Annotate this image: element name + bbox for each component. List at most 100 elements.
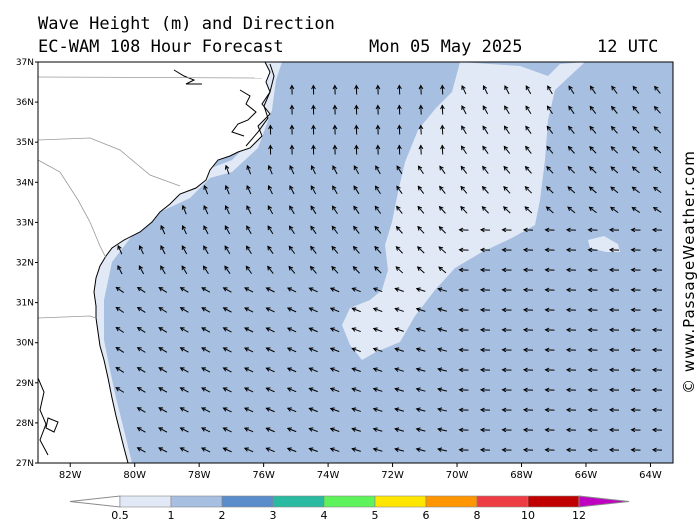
direction-arrowhead (311, 144, 316, 150)
direction-arrowhead (630, 387, 636, 393)
direction-arrowhead (136, 327, 142, 332)
direction-arrowhead (268, 144, 273, 150)
direction-arrow (246, 205, 252, 215)
direction-arrow (568, 106, 575, 114)
direction-arrowhead (372, 407, 378, 412)
direction-arrowhead (651, 227, 657, 233)
direction-arrowhead (332, 185, 337, 191)
direction-arrowhead (437, 427, 443, 433)
direction-arrow (353, 206, 360, 214)
lat-label: 37N (16, 58, 34, 68)
direction-arrowhead (479, 227, 485, 233)
direction-arrowhead (332, 124, 338, 130)
direction-arrow (309, 347, 318, 353)
direction-arrowhead (631, 146, 637, 151)
direction-arrowhead (308, 447, 314, 452)
direction-arrowhead (632, 125, 637, 131)
direction-arrowhead (331, 205, 337, 211)
direction-arrow (546, 126, 554, 134)
direction-arrowhead (524, 206, 530, 211)
direction-arrow (225, 185, 230, 195)
direction-arrowhead (397, 124, 402, 130)
direction-arrowhead (479, 247, 485, 253)
direction-arrowhead (415, 407, 421, 412)
direction-arrowhead (437, 367, 443, 372)
direction-arrow (181, 245, 188, 255)
direction-arrowhead (565, 267, 571, 273)
direction-arrowhead (243, 407, 249, 412)
scale-swatch (374, 495, 427, 508)
direction-arrowhead (394, 367, 400, 372)
direction-arrowhead (501, 247, 507, 253)
direction-arrowhead (589, 105, 595, 111)
direction-arrow (330, 428, 340, 432)
direction-arrowhead (372, 307, 378, 312)
direction-arrowhead (396, 205, 401, 211)
direction-arrowhead (394, 427, 400, 432)
direction-arrowhead (246, 225, 251, 231)
direction-arrowhead (631, 166, 637, 171)
direction-arrowhead (654, 85, 659, 91)
direction-arrow (158, 367, 168, 373)
direction-arrowhead (265, 347, 271, 352)
direction-arrow (525, 105, 532, 115)
lake-okeechobee (45, 417, 59, 433)
direction-arrowhead (352, 266, 358, 271)
direction-arrowhead (265, 447, 271, 452)
direction-arrowhead (630, 307, 636, 313)
direction-arrow (352, 327, 361, 333)
direction-arrowhead (501, 407, 507, 413)
direction-arrowhead (375, 104, 381, 110)
direction-arrow (201, 387, 211, 393)
scale-swatch (425, 495, 478, 508)
direction-arrow (395, 368, 404, 372)
direction-arrowhead (136, 347, 142, 352)
direction-arrow (115, 307, 125, 313)
direction-arrow (352, 428, 361, 432)
lat-label: 28N (16, 419, 34, 429)
direction-arrow (438, 266, 447, 274)
direction-arrowhead (503, 125, 509, 131)
direction-arrowhead (181, 245, 186, 251)
direction-arrow (180, 447, 189, 453)
direction-arrow (632, 106, 640, 114)
direction-arrow (287, 447, 297, 453)
direction-arrowhead (652, 206, 658, 212)
direction-arrow (653, 186, 662, 194)
direction-arrow (439, 166, 446, 174)
direction-arrowhead (610, 125, 616, 131)
direction-arrowhead (308, 407, 314, 412)
wave-direction-arrows (115, 84, 663, 453)
scale-label: 2 (219, 509, 226, 522)
direction-arrowhead (372, 287, 378, 292)
direction-arrowhead (397, 104, 402, 110)
direction-arrowhead (308, 327, 314, 332)
direction-arrow (224, 225, 231, 235)
direction-arrow (482, 186, 489, 194)
direction-arrow (201, 407, 211, 413)
direction-arrowhead (458, 427, 464, 433)
direction-arrowhead (417, 246, 422, 251)
direction-arrowhead (329, 387, 335, 392)
lat-label: 33N (16, 218, 34, 228)
direction-arrowhead (651, 247, 657, 253)
direction-arrow (632, 166, 640, 174)
direction-arrow (395, 266, 404, 274)
direction-arrowhead (479, 287, 485, 293)
direction-arrowhead (243, 387, 249, 392)
direction-arrowhead (244, 347, 249, 352)
direction-arrowhead (418, 144, 424, 150)
direction-arrow (610, 166, 619, 174)
direction-arrow (395, 328, 404, 332)
direction-arrow (223, 347, 232, 353)
direction-arrow (567, 186, 576, 194)
direction-arrowhead (136, 407, 142, 412)
direction-arrow (115, 367, 125, 373)
direction-arrow (160, 265, 166, 275)
direction-arrow (182, 205, 187, 215)
direction-arrow (396, 165, 403, 175)
direction-arrow (137, 287, 146, 293)
direction-arrowhead (482, 105, 487, 111)
direction-arrow (224, 266, 231, 274)
direction-arrowhead (245, 245, 251, 251)
